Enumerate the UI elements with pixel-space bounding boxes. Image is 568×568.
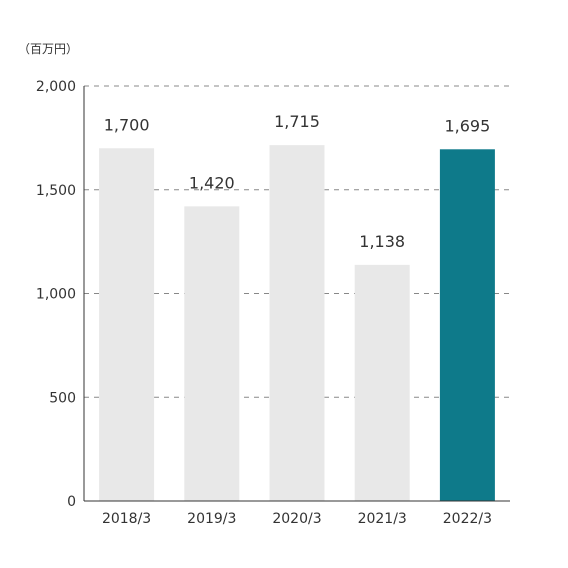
y-axis-ticks: 0 500 1,000 1,500 2,000 <box>36 79 76 510</box>
bars <box>99 145 495 501</box>
x-tick-label: 2022/3 <box>443 511 492 527</box>
x-tick-label: 2018/3 <box>102 511 151 527</box>
y-tick-label: 0 <box>67 494 76 510</box>
y-tick-label: 500 <box>49 390 76 406</box>
bar-2018-3 <box>99 148 155 501</box>
unit-label: （百万円） <box>18 42 78 56</box>
bar-value-label: 1,715 <box>274 112 320 131</box>
bar-2020-3 <box>269 145 325 501</box>
data-labels: 1,700 1,420 1,715 1,138 1,695 <box>104 112 491 251</box>
y-tick-label: 1,000 <box>36 287 76 303</box>
x-tick-label: 2020/3 <box>272 511 321 527</box>
bar-value-label: 1,700 <box>104 115 150 134</box>
bar-2019-3 <box>184 206 240 501</box>
bar-value-label: 1,138 <box>359 232 405 251</box>
y-tick-label: 2,000 <box>36 79 76 95</box>
bar-2022-3 <box>439 149 495 501</box>
x-axis-ticks: 2018/3 2019/3 2020/3 2021/3 2022/3 <box>102 511 492 527</box>
x-tick-label: 2021/3 <box>358 511 407 527</box>
bar-value-label: 1,695 <box>444 116 490 135</box>
bar-2021-3 <box>354 264 410 501</box>
y-tick-label: 1,500 <box>36 183 76 199</box>
x-tick-label: 2019/3 <box>187 511 236 527</box>
bar-value-label: 1,420 <box>189 173 235 192</box>
